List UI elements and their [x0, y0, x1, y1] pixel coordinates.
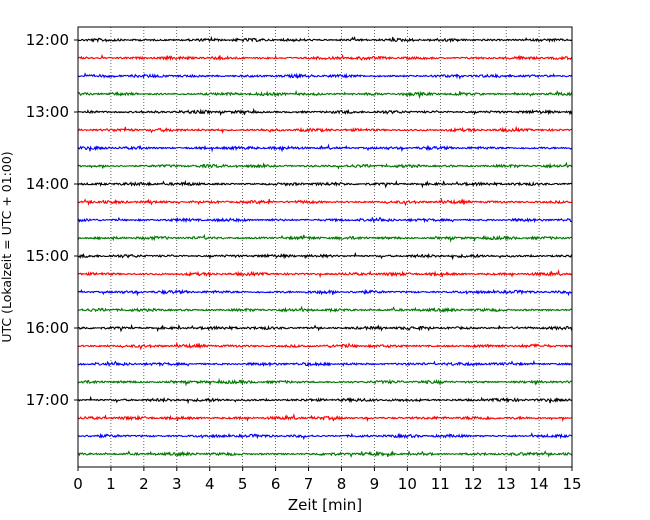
seismic-trace — [77, 323, 573, 333]
x-tick-label: 15 — [562, 475, 581, 493]
seismic-trace — [77, 179, 573, 189]
seismic-trace — [77, 359, 573, 368]
seismic-trace — [77, 395, 573, 405]
seismic-trace — [77, 197, 573, 207]
y-axis-ticks: 12:00 13:00 14:00 15:00 16:00 17:00 — [26, 31, 78, 409]
x-tick-label: 8 — [337, 475, 347, 493]
seismic-trace — [77, 269, 573, 279]
x-tick-label: 0 — [73, 475, 83, 493]
seismic-trace — [77, 341, 573, 351]
seismic-trace — [77, 216, 573, 224]
x-tick-label: 12 — [464, 475, 483, 493]
seismic-trace — [77, 377, 573, 387]
x-tick-label: 5 — [238, 475, 248, 493]
y-tick-label: 14:00 — [26, 175, 69, 193]
seismic-trace — [77, 35, 573, 44]
seismic-trace — [77, 143, 573, 153]
seismic-trace — [77, 412, 573, 423]
y-tick-label: 15:00 — [26, 247, 69, 265]
y-tick-label: 17:00 — [26, 391, 69, 409]
seismic-trace — [77, 161, 573, 170]
seismic-trace — [77, 251, 573, 261]
y-axis-label: UTC (Lokalzeit = UTC + 01:00) — [0, 151, 14, 342]
seismic-trace — [77, 89, 573, 100]
grid-lines — [110, 27, 540, 467]
seismic-trace — [77, 432, 573, 441]
y-tick-label: 16:00 — [26, 319, 69, 337]
seismic-trace — [77, 288, 573, 297]
x-tick-label: 14 — [530, 475, 549, 493]
x-tick-label: 10 — [398, 475, 417, 493]
seismic-trace — [77, 450, 573, 459]
x-tick-label: 3 — [172, 475, 182, 493]
x-tick-label: 4 — [205, 475, 215, 493]
seismic-trace — [77, 107, 573, 117]
x-axis-label: Zeit [min] — [288, 496, 362, 514]
x-tick-label: 2 — [139, 475, 149, 493]
plot-background — [78, 27, 572, 467]
seismic-trace — [77, 53, 573, 62]
seismic-trace — [77, 72, 573, 80]
x-tick-label: 11 — [431, 475, 450, 493]
y-tick-label: 13:00 — [26, 103, 69, 121]
y-tick-label: 12:00 — [26, 31, 69, 49]
seismic-trace — [77, 233, 573, 243]
x-tick-label: 7 — [304, 475, 314, 493]
x-tick-label: 9 — [370, 475, 380, 493]
seismic-trace — [77, 305, 573, 314]
x-tick-label: 6 — [271, 475, 281, 493]
x-tick-label: 1 — [106, 475, 116, 493]
plot-frame — [77, 26, 573, 468]
x-tick-label: 13 — [497, 475, 516, 493]
seismic-trace — [77, 125, 573, 135]
x-axis-ticks: 0 1 2 3 4 5 6 7 8 9 10 11 12 13 14 15 — [73, 467, 582, 493]
seismic-traces — [77, 35, 573, 459]
